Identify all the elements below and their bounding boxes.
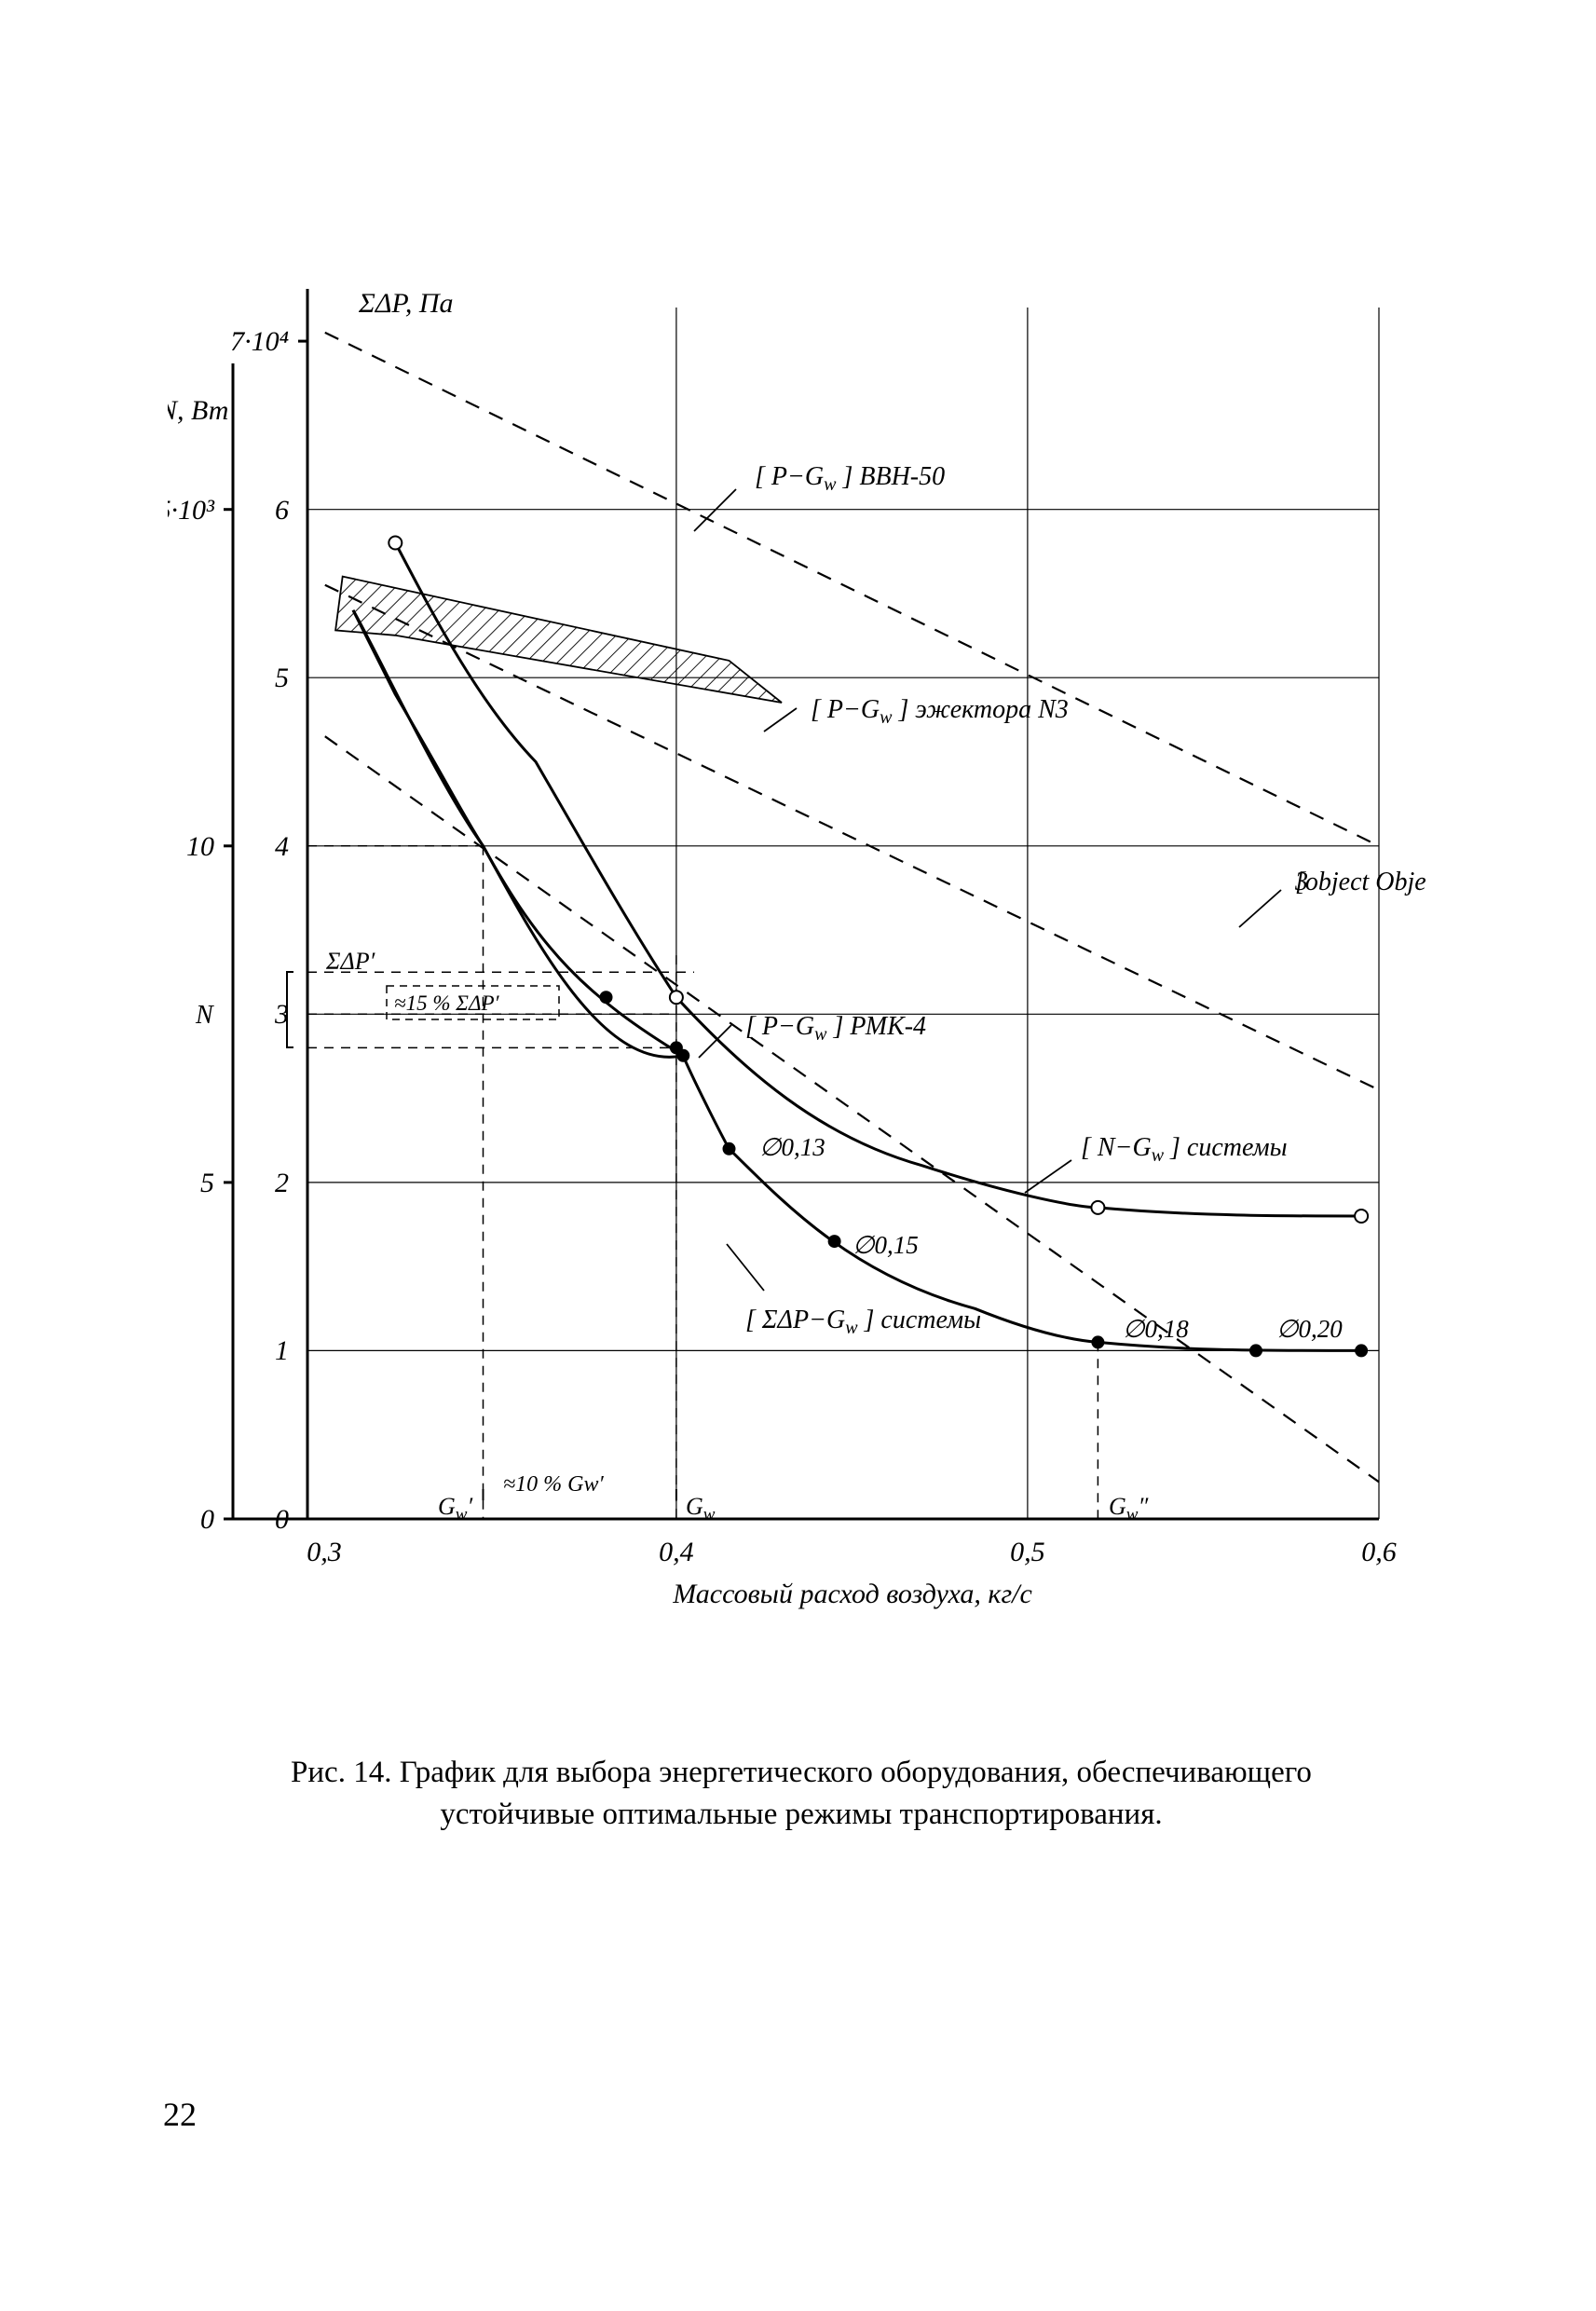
ytick-2: 2 xyxy=(275,1168,289,1198)
chart-svg: 0,3 0,4 0,5 0,6 0 1 2 3 4 5 6 7·10⁴ 0 5 … xyxy=(168,261,1425,1705)
anno-15pct: ≈15 % ΣΔP′ xyxy=(394,991,499,1015)
phi-018: ∅0,18 xyxy=(1123,1315,1189,1343)
curve-vvn50 xyxy=(325,333,1379,846)
ytick-4: 4 xyxy=(275,831,289,862)
curve-labels: [ P−Gw ] ВВН-50 [ P−Gw ] эжектора N3 [ P… xyxy=(694,462,1425,1338)
n-tick-1: 5 xyxy=(200,1168,214,1198)
label-vvn50: [ P−Gw ] ВВН-50 xyxy=(755,462,945,495)
ytick-5: 5 xyxy=(275,663,289,693)
n-tick-2: 10 xyxy=(186,831,214,862)
point-labels: ∅0,13 ∅0,15 ∅0,18 ∅0,20 xyxy=(759,1133,1343,1343)
ylabel-secondary: N, Вт xyxy=(168,395,228,426)
anno-gw-dprime: Gw″ xyxy=(1109,1493,1149,1525)
ytick-1: 1 xyxy=(275,1335,289,1366)
xlabel: Массовый расход воздуха, кг/с xyxy=(672,1579,1032,1609)
label-n-sys: [ N−Gw ] системы xyxy=(1081,1133,1288,1166)
markers-sdp xyxy=(600,991,1369,1357)
anno-10pct: ≈10 % Gw′ xyxy=(503,1472,605,1497)
axis-tick-labels: 0,3 0,4 0,5 0,6 0 1 2 3 4 5 6 7·10⁴ 0 5 … xyxy=(168,326,1397,1567)
dashed-curves xyxy=(325,333,1379,1482)
anno-gw-prime: Gw′ xyxy=(438,1493,472,1525)
xtick-1: 0,4 xyxy=(659,1537,694,1567)
hatched-band xyxy=(335,577,782,703)
phi-015: ∅0,15 xyxy=(853,1231,919,1259)
phi-013: ∅0,13 xyxy=(759,1133,825,1161)
ylabel-primary: ΣΔP, Па xyxy=(358,288,454,319)
label-ejector: [ P−Gw ] эжектора N3 xyxy=(811,695,1069,728)
page-number: 22 xyxy=(163,2095,197,2134)
ytick-7: 7·10⁴ xyxy=(230,326,289,357)
figure-caption: Рис. 14. График для выбора энергетическо… xyxy=(214,1752,1388,1835)
page: 0,3 0,4 0,5 0,6 0 1 2 3 4 5 6 7·10⁴ 0 5 … xyxy=(0,0,1596,2311)
anno-sdp-prime: ΣΔP′ xyxy=(325,948,375,975)
ytick-0: 0 xyxy=(275,1504,289,1535)
n-tick-0: 0 xyxy=(200,1504,214,1535)
n-tick-3: 15·10³ xyxy=(168,495,215,526)
anno-gw: Gw xyxy=(686,1493,716,1525)
xtick-3: 0,6 xyxy=(1361,1537,1397,1567)
label-3: [object Object] xyxy=(1295,868,1425,896)
chart-container: 0,3 0,4 0,5 0,6 0 1 2 3 4 5 6 7·10⁴ 0 5 … xyxy=(168,261,1425,1705)
svg-text:3: 3 xyxy=(1294,868,1308,896)
phi-020: ∅0,20 xyxy=(1276,1315,1343,1343)
ytick-6: 6 xyxy=(275,495,289,526)
anno-N: N xyxy=(195,1001,214,1030)
label-rmk4: [ P−Gw ] РМК-4 xyxy=(745,1012,926,1045)
xtick-2: 0,5 xyxy=(1010,1537,1045,1567)
label-sdp-sys: [ ΣΔP−Gw ] системы xyxy=(745,1306,981,1338)
annotations: ΣΔP′ N ≈15 % ΣΔP′ ≈10 % Gw′ Gw′ Gw Gw″ xyxy=(195,948,1149,1525)
ytick-3: 3 xyxy=(274,999,289,1030)
xtick-0: 0,3 xyxy=(307,1537,342,1567)
